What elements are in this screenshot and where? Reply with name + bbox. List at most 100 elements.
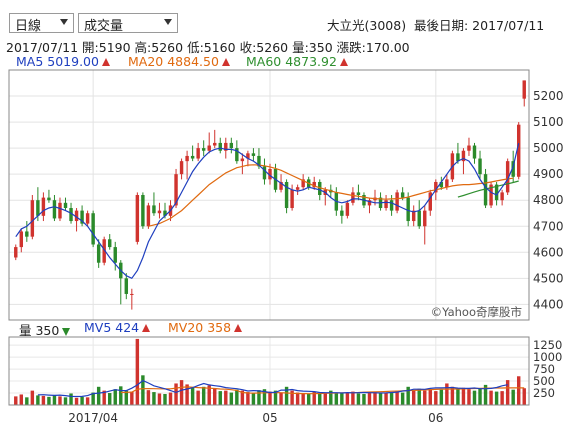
candle-body	[257, 155, 261, 167]
ma20-line	[148, 164, 514, 227]
candle-body	[58, 202, 62, 219]
volume-bar	[340, 393, 344, 405]
volume-bar	[235, 389, 239, 405]
indicator-select-value: 成交量	[84, 19, 124, 34]
quote-change: 漲跌:170.00	[336, 40, 410, 55]
volume-bar	[400, 392, 405, 405]
candle-body	[246, 153, 250, 159]
volume-bar	[356, 393, 361, 405]
candle-body	[494, 184, 499, 201]
candle-body	[456, 153, 460, 162]
chevron-down-icon	[60, 19, 68, 25]
up-arrow-icon	[221, 58, 230, 66]
candle-body	[174, 174, 178, 206]
candle-body	[102, 239, 106, 263]
volume-bar	[295, 392, 300, 405]
candle-body	[312, 181, 316, 188]
candle-body	[318, 181, 322, 195]
volume-bar	[174, 383, 178, 405]
candle-body	[30, 200, 35, 237]
candle-body	[152, 205, 156, 214]
price-tick-label: 5000	[533, 141, 564, 155]
chevron-down-icon	[164, 19, 172, 25]
volume-bar	[218, 391, 222, 405]
mv20-legend-label: MV20 358	[168, 320, 232, 335]
mv20-legend: MV20 358	[168, 320, 243, 335]
volume-bar	[113, 389, 117, 405]
candle-body	[279, 181, 283, 190]
volume-bar	[74, 397, 79, 405]
candle-body	[351, 192, 355, 203]
candle-body	[483, 174, 488, 206]
candle-body	[235, 148, 239, 162]
candle-body	[69, 208, 73, 222]
volume-bar	[85, 397, 90, 405]
volume-bar	[179, 380, 184, 405]
volume-bar	[36, 395, 40, 405]
candle-body	[229, 142, 234, 149]
candle-body	[417, 210, 421, 227]
volume-bar	[213, 388, 217, 405]
volume-bar	[69, 393, 73, 405]
candle-body	[14, 247, 18, 258]
candle-body	[400, 192, 405, 198]
candle-body	[251, 153, 256, 156]
quote-close: 收:5260	[239, 40, 289, 55]
candle-body	[467, 145, 471, 151]
volume-bar	[505, 380, 510, 405]
stock-name: 大立光(3008)	[327, 18, 407, 33]
candle-body	[489, 184, 493, 206]
volume-bar	[367, 393, 372, 405]
candle-body	[461, 150, 466, 162]
candle-body	[25, 231, 29, 237]
volume-bar	[500, 391, 504, 405]
volume-bar	[19, 394, 24, 405]
candle-body	[240, 158, 245, 162]
candle-body	[201, 148, 206, 151]
candle-body	[505, 161, 510, 193]
volume-bar	[207, 385, 211, 405]
price-tick-label: 5200	[533, 89, 564, 103]
volume-bar	[63, 397, 68, 405]
volume-bar	[362, 393, 366, 405]
candle-body	[301, 179, 305, 188]
volume-bar	[489, 390, 493, 405]
volume-bar	[41, 395, 46, 405]
volume-bar	[456, 388, 460, 405]
candle-body	[124, 278, 129, 294]
volume-bar	[284, 386, 289, 405]
volume-tick-label: 750	[533, 362, 555, 376]
candle-body	[478, 158, 482, 175]
candle-body	[47, 197, 51, 201]
volume-bar	[246, 392, 250, 405]
volume-bar	[52, 394, 57, 405]
volume-bar	[273, 390, 278, 405]
quote-low: 低:5160	[187, 40, 236, 55]
candle-body	[130, 293, 134, 295]
candle-body	[472, 145, 477, 159]
candle-body	[135, 195, 140, 242]
volume-bar	[224, 390, 228, 405]
volume-bar	[30, 390, 35, 405]
volume-bar	[301, 393, 305, 405]
mv20-line	[120, 386, 525, 395]
candle-body	[224, 142, 228, 151]
up-arrow-icon	[234, 324, 243, 332]
indicator-select[interactable]: 成交量	[78, 13, 178, 34]
volume-bars	[14, 338, 526, 405]
period-select[interactable]: 日線	[9, 13, 74, 34]
volume-bar	[135, 338, 140, 405]
volume-bar	[522, 388, 526, 405]
volume-bar	[445, 383, 449, 405]
volume-bar	[47, 396, 51, 405]
volume-bar	[411, 390, 416, 405]
candle-body	[262, 166, 267, 180]
volume-bar	[279, 392, 283, 405]
candle-body	[207, 145, 211, 151]
candle-body	[52, 200, 57, 219]
volume-bar	[240, 390, 245, 405]
x-tick-label: 05	[262, 411, 277, 425]
x-tick-label: 2017/04	[68, 411, 118, 425]
volume-bar	[268, 391, 272, 405]
